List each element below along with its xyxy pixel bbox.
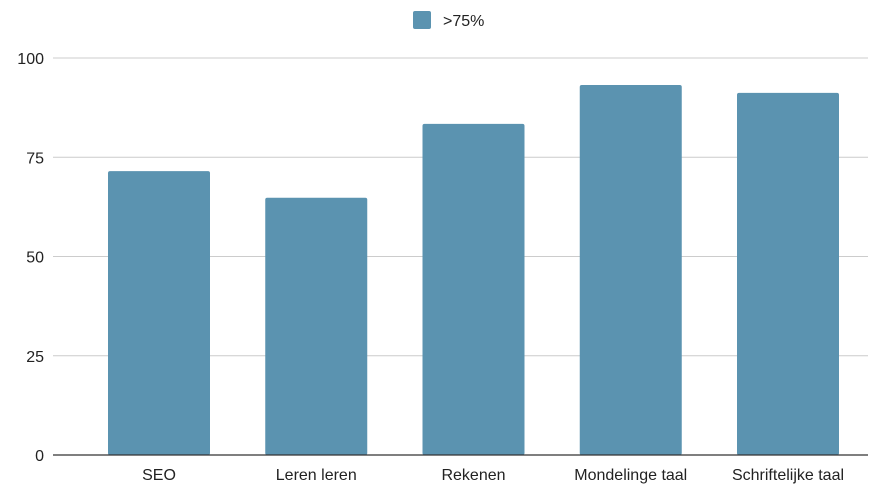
bar-leren-leren — [265, 197, 368, 455]
y-tick-label: 0 — [35, 448, 44, 465]
y-tick-label: 100 — [17, 51, 44, 68]
x-category-label: Mondelinge taal — [574, 467, 687, 484]
bar-seo — [108, 171, 210, 455]
bar-schriftelijke-taal — [737, 92, 839, 455]
bar-rekenen — [422, 123, 525, 455]
y-tick-label: 50 — [26, 250, 44, 267]
x-category-label: Leren leren — [276, 467, 357, 484]
y-tick-label: 25 — [26, 349, 44, 366]
x-category-label: Schriftelijke taal — [732, 467, 844, 484]
bar-mondelinge-taal — [579, 84, 682, 455]
x-category-label: SEO — [142, 467, 176, 484]
x-category-label: Rekenen — [441, 467, 505, 484]
y-tick-label: 75 — [26, 150, 44, 167]
legend-label: >75% — [443, 13, 484, 30]
bars — [108, 84, 839, 455]
y-axis-tick-labels: 0 25 50 75 100 — [17, 51, 44, 465]
legend-swatch — [413, 11, 431, 29]
legend: >75% — [413, 11, 484, 30]
x-axis-category-labels: SEO Leren leren Rekenen Mondelinge taal Schr… — [142, 467, 844, 484]
